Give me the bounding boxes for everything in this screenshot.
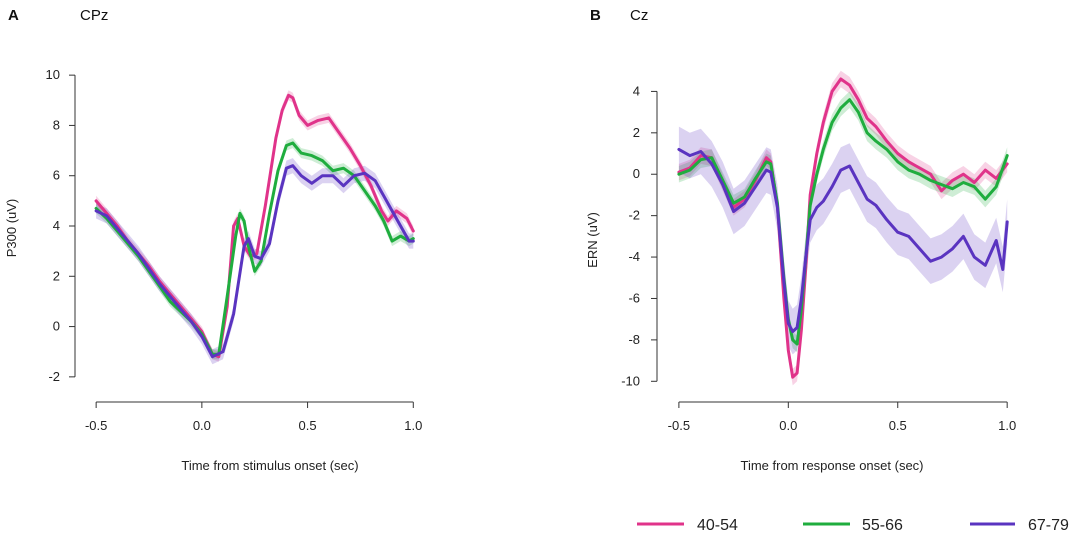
y-tick-label: 2 <box>633 125 640 140</box>
series-line-55-66 <box>677 98 1009 346</box>
series-band-67-79 <box>678 126 1008 355</box>
panel-b: B Cz Time from response onset (sec) ERN … <box>585 7 1016 473</box>
y-tick-label: -6 <box>628 290 640 305</box>
plot-area: -2 0 2 4 6 8 10 -0.5 0.0 0.5 1.0 <box>46 67 423 433</box>
x-axis-label: Time from stimulus onset (sec) <box>181 458 358 473</box>
x-tick-label: 0.0 <box>193 418 211 433</box>
y-tick-label: 4 <box>633 83 640 98</box>
legend-label-67-79: 67-79 <box>1028 517 1069 534</box>
y-tick-label: -2 <box>628 208 640 223</box>
y-tick-label: 4 <box>53 218 60 233</box>
legend: 40-54 55-66 67-79 <box>637 517 1069 534</box>
x-tick-label: 1.0 <box>404 418 422 433</box>
panel-letter: A <box>8 7 19 24</box>
series-band-40-54 <box>96 90 414 362</box>
x-tick-label: 0.0 <box>779 418 797 433</box>
legend-label-40-54: 40-54 <box>697 517 738 534</box>
series-line-55-66 <box>94 141 415 356</box>
x-axis-label: Time from response onset (sec) <box>740 458 923 473</box>
x-tick-label: 0.5 <box>889 418 907 433</box>
panel-a: A CPz Time from stimulus onset (sec) P30… <box>4 7 422 473</box>
panel-letter: B <box>590 7 601 24</box>
y-tick-label: -8 <box>628 332 640 347</box>
y-tick-label: -2 <box>48 369 60 384</box>
y-axis-label: ERN (uV) <box>585 212 600 268</box>
x-tick-label: 0.5 <box>299 418 317 433</box>
y-tick-label: 10 <box>46 67 60 82</box>
x-tick-label: -0.5 <box>85 418 107 433</box>
y-tick-label: -10 <box>621 373 640 388</box>
y-tick-label: 0 <box>53 319 60 334</box>
legend-label-55-66: 55-66 <box>862 517 903 534</box>
plot-area: -10 -8 -6 -4 -2 0 2 4 -0.5 0.0 0.5 1.0 <box>621 70 1016 433</box>
y-tick-label: 8 <box>53 117 60 132</box>
y-tick-label: 2 <box>53 268 60 283</box>
series-line-67-79 <box>677 147 1009 334</box>
panel-title: CPz <box>80 7 108 24</box>
series-line-40-54 <box>94 93 415 359</box>
y-tick-label: -4 <box>628 249 640 264</box>
y-axis-label: P300 (uV) <box>4 199 19 258</box>
series-line-67-79 <box>94 164 415 359</box>
panel-title: Cz <box>630 7 648 24</box>
y-tick-label: 0 <box>633 166 640 181</box>
y-tick-label: 6 <box>53 168 60 183</box>
series-band-67-79 <box>96 158 414 365</box>
x-tick-label: -0.5 <box>668 418 690 433</box>
x-tick-label: 1.0 <box>998 418 1016 433</box>
